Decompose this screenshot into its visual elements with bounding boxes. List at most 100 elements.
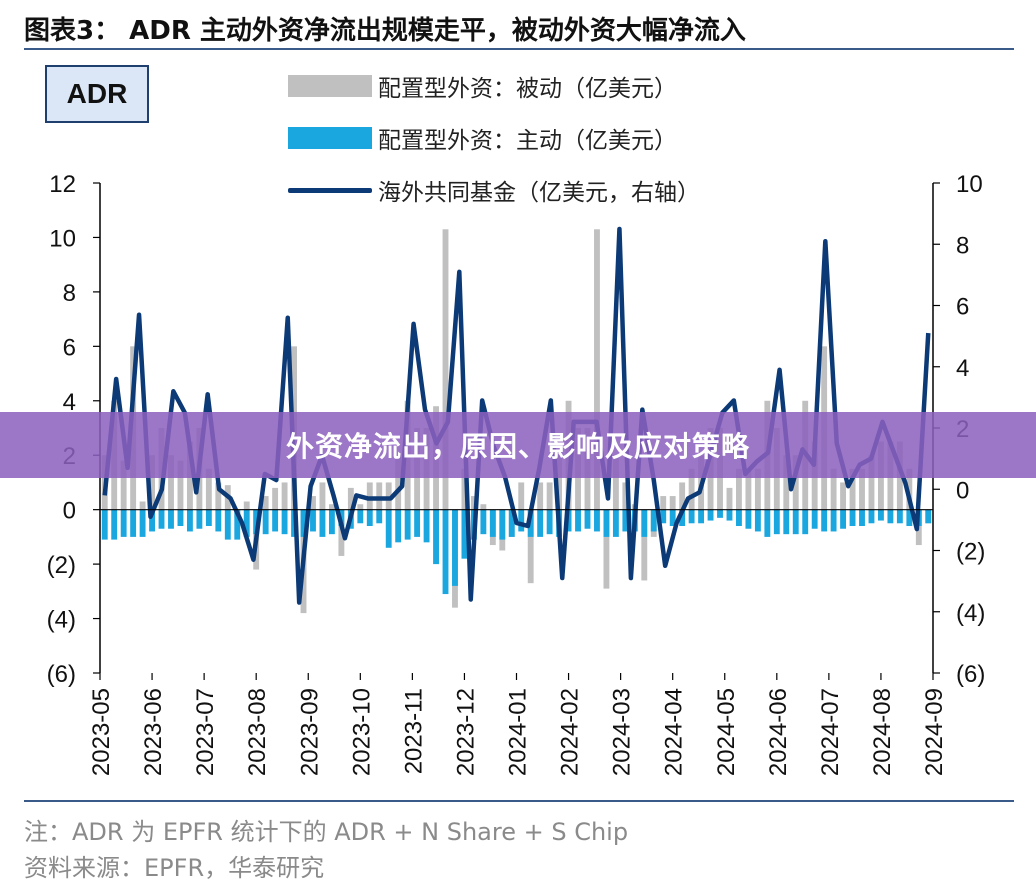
legend-swatch-active <box>288 127 372 149</box>
active-bar <box>300 509 307 537</box>
active-bar <box>811 509 818 529</box>
x-tick-label: 2023-07 <box>192 688 219 776</box>
active-bar <box>849 509 856 526</box>
active-bar <box>518 509 525 532</box>
active-bar <box>281 509 288 535</box>
active-bar <box>859 509 865 526</box>
passive-bar <box>641 509 648 581</box>
active-bar <box>234 509 241 540</box>
passive-bar <box>830 468 837 510</box>
active-bar <box>120 509 127 537</box>
passive-bar <box>745 468 752 510</box>
active-bar <box>243 509 250 537</box>
active-bar <box>878 509 884 521</box>
active-bar <box>452 509 458 586</box>
legend-label-fund: 海外共同基金（亿美元，右轴） <box>378 180 700 206</box>
passive-bar <box>357 504 364 510</box>
x-tick-label: 2024-05 <box>713 688 740 776</box>
passive-bar <box>442 229 449 510</box>
active-bar <box>887 509 894 524</box>
active-bar <box>215 509 222 532</box>
footnote: 注：ADR 为 EPFR 统计下的 ADR + N Share + S Chip <box>24 818 629 846</box>
active-bar <box>717 509 723 518</box>
active-bar <box>272 509 279 532</box>
active-bar <box>366 509 373 526</box>
adr-label-box: ADR <box>45 65 149 123</box>
passive-bar <box>139 501 146 510</box>
legend-swatch-passive <box>288 75 372 97</box>
x-tick-label: 2023-06 <box>140 688 167 776</box>
active-bar <box>792 509 799 535</box>
passive-bar <box>783 455 790 510</box>
passive-bar <box>546 482 553 510</box>
legend-item-fund: 海外共同基金（亿美元，右轴） <box>288 164 700 216</box>
passive-bar <box>537 482 544 510</box>
legend-label-passive: 配置型外资：被动（亿美元） <box>378 76 677 102</box>
active-bar <box>205 509 212 526</box>
y-right-tick-label: 8 <box>956 232 969 259</box>
active-bar <box>726 509 733 521</box>
y-left-tick-label: 8 <box>63 280 76 307</box>
passive-bar <box>149 455 155 510</box>
passive-bar <box>395 455 402 510</box>
figure-title: 图表3： ADR 主动外资净流出规模走平，被动外资大幅净流入 <box>24 16 746 46</box>
x-tick-label: 2024-02 <box>557 688 584 776</box>
active-bar <box>423 509 430 543</box>
y-right-tick-label: 10 <box>956 171 983 198</box>
bottom-divider <box>24 800 1014 802</box>
passive-bar <box>120 460 127 510</box>
active-bar <box>404 509 411 540</box>
passive-bar <box>594 229 600 510</box>
x-tick-label: 2024-06 <box>765 688 792 776</box>
active-bar <box>594 509 600 532</box>
x-tick-label: 2023-05 <box>88 688 115 776</box>
passive-bar <box>215 482 222 510</box>
passive-bar <box>281 482 288 510</box>
active-bar <box>196 509 203 529</box>
active-bar <box>328 509 335 535</box>
passive-bar <box>366 482 373 510</box>
active-bar <box>310 509 316 532</box>
passive-bar <box>168 455 174 510</box>
x-tick-label: 2024-08 <box>869 688 896 776</box>
passive-bar <box>849 468 856 510</box>
active-bar <box>622 509 629 532</box>
active-bar <box>698 509 705 524</box>
passive-bar <box>736 468 742 510</box>
active-bar <box>111 509 118 540</box>
active-bar <box>385 509 392 548</box>
passive-bar <box>792 455 799 510</box>
active-bar <box>736 509 742 526</box>
active-bar <box>537 509 544 537</box>
x-tick-label: 2024-04 <box>661 688 688 776</box>
active-bar <box>868 509 875 524</box>
active-bar <box>669 509 676 526</box>
active-bar <box>773 509 780 535</box>
y-right-tick-label: 4 <box>956 355 969 382</box>
active-bar <box>783 509 790 535</box>
passive-bar <box>470 496 477 510</box>
top-divider <box>24 48 1014 50</box>
active-bar <box>130 509 137 537</box>
y-left-tick-label: 0 <box>63 498 76 525</box>
passive-bar <box>205 468 212 510</box>
x-tick-label: 2024-07 <box>817 688 844 776</box>
passive-bar <box>461 468 468 510</box>
active-bar <box>376 509 383 524</box>
active-bar <box>802 509 809 535</box>
active-bar <box>139 509 146 537</box>
passive-bar <box>347 487 354 510</box>
active-bar <box>896 509 903 524</box>
overlay-banner: 外资净流出，原因、影响及应对策略 <box>0 412 1036 478</box>
passive-bar <box>272 487 279 510</box>
active-bar <box>612 509 619 537</box>
passive-bar <box>679 482 686 510</box>
passive-bar <box>859 468 865 510</box>
active-bar <box>433 509 439 565</box>
y-left-tick-label: 12 <box>49 171 76 198</box>
active-bars <box>101 509 932 595</box>
active-bar <box>224 509 231 540</box>
active-bar <box>414 509 421 537</box>
x-tick-label: 2023-09 <box>296 688 323 776</box>
x-tick-label: 2024-09 <box>921 688 948 776</box>
